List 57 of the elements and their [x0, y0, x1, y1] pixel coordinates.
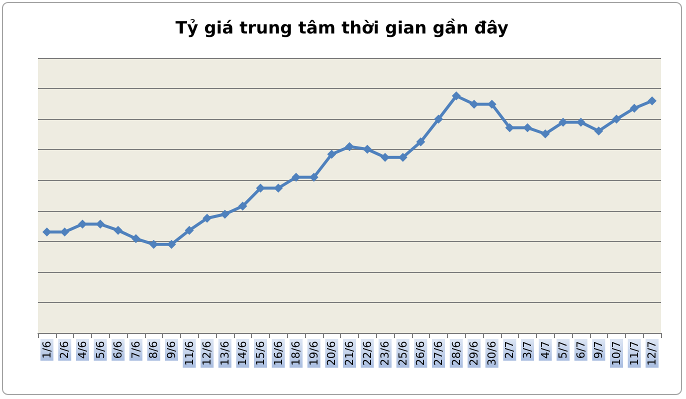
x-tick-label: 21/6	[343, 341, 356, 366]
x-tick-label: 2/7	[503, 341, 516, 359]
x-tick-label: 23/6	[378, 341, 392, 366]
point	[594, 126, 604, 136]
point	[416, 137, 426, 146]
point	[238, 202, 248, 211]
x-tick-label: 14/6	[236, 341, 250, 366]
point	[167, 240, 176, 249]
x-tick-label: 5/6	[94, 341, 107, 359]
point	[202, 214, 212, 223]
x-tick-label: 4/6	[76, 341, 89, 359]
x-tick-label: 10/7	[610, 341, 623, 366]
point	[256, 184, 265, 193]
x-tick-label: 1/6	[40, 341, 54, 359]
point	[220, 210, 230, 219]
point	[630, 104, 639, 113]
x-tick-label: 20/6	[325, 341, 338, 366]
point	[362, 144, 372, 154]
x-tick-label: 19/6	[307, 341, 320, 366]
point	[523, 123, 532, 132]
x-tick-label: 11/6	[182, 341, 196, 366]
x-tick-label: 6/6	[112, 341, 125, 359]
x-tick-label: 8/6	[147, 341, 160, 359]
point	[434, 114, 443, 124]
x-tick-label: 12/6	[200, 341, 214, 366]
x-tick-label: 7/6	[129, 341, 142, 359]
x-tick-label: 16/6	[272, 341, 285, 366]
x-tick-label: 22/6	[360, 341, 374, 366]
x-tick-label: 3/7	[521, 341, 534, 359]
x-tick-label: 9/6	[165, 341, 178, 359]
x-tick-label: 9/7	[592, 341, 606, 359]
point	[612, 114, 621, 124]
x-tick-label: 6/7	[574, 341, 588, 359]
x-tick-label: 5/7	[556, 341, 570, 359]
x-tick-label: 28/6	[450, 341, 463, 366]
x-tick-label: 29/6	[468, 341, 481, 366]
x-tick-label: 30/6	[485, 341, 498, 366]
x-tick-label: 15/6	[254, 341, 267, 366]
chart-title: Tỷ giá trung tâm thời gian gần đây	[175, 18, 509, 38]
point	[184, 226, 194, 235]
x-tick-label: 18/6	[290, 341, 303, 366]
x-tick-label: 27/6	[432, 341, 445, 366]
x-tick-label: 4/7	[538, 341, 552, 359]
x-tick-label: 13/6	[218, 341, 232, 366]
point	[452, 91, 461, 100]
x-tick-label: 2/6	[58, 341, 72, 359]
x-tick-label: 25/6	[396, 341, 410, 366]
x-tick-label: 11/7	[628, 341, 641, 366]
point	[345, 142, 354, 152]
point	[540, 129, 550, 138]
x-tick-label: 26/6	[414, 341, 428, 366]
point	[114, 226, 123, 235]
point	[648, 96, 657, 106]
point	[78, 220, 87, 229]
x-tick-label: 12/7	[646, 341, 659, 366]
point	[131, 234, 140, 244]
point	[327, 150, 336, 159]
